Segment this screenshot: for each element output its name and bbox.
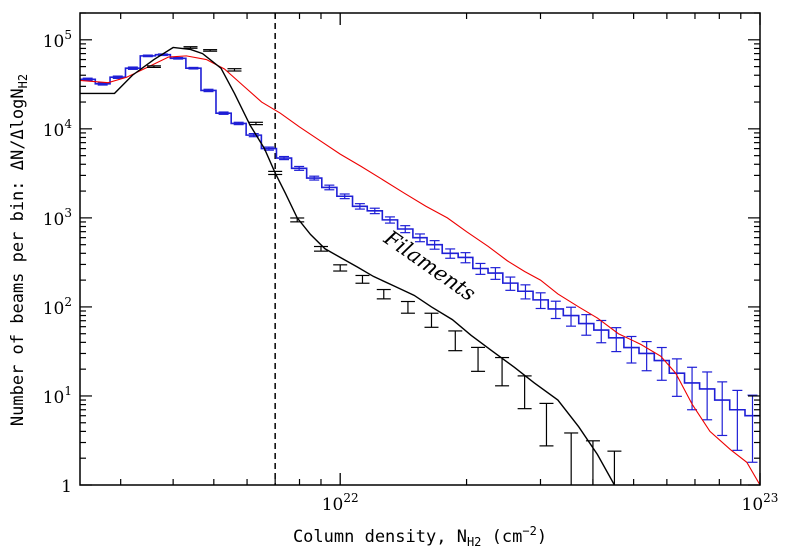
black-errorbar: [268, 170, 283, 176]
blue-errorbar: [445, 248, 456, 259]
black-errorbar: [400, 300, 415, 314]
blue-errorbar: [490, 267, 501, 280]
filaments-annotation: Filaments: [379, 225, 480, 306]
black-errorbar: [290, 217, 305, 223]
y-tick-label: 104: [43, 117, 73, 141]
blue-errorbar: [188, 66, 199, 70]
y-tick-label: 103: [43, 206, 72, 230]
black-errorbar: [313, 245, 328, 252]
x-axis-label-exponent: −2: [522, 524, 536, 538]
blue-errorbar: [369, 207, 380, 215]
blue-errorbar: [279, 155, 290, 161]
black-errorbar: [203, 49, 218, 52]
blue-errorbar: [656, 346, 667, 381]
y-tick-label: 101: [43, 384, 72, 408]
blue-errorbar: [429, 240, 440, 250]
blue-errorbar: [460, 252, 471, 264]
black-errorbar: [333, 264, 348, 272]
blue-errorbar: [717, 381, 728, 437]
black-errorbar: [424, 312, 439, 328]
black-errorbar: [585, 440, 600, 485]
blue-errorbar: [324, 184, 335, 191]
blue-errorbar: [641, 340, 652, 372]
black-errorbar: [376, 288, 391, 300]
y-tick-label: 102: [43, 295, 72, 319]
blue-errorbar: [671, 358, 682, 397]
blue-errorbar: [611, 327, 622, 353]
blue-errorbar: [354, 203, 365, 210]
black-errorbar: [471, 346, 486, 372]
black-errorbar: [146, 65, 161, 68]
blue-errorbar: [566, 306, 577, 327]
blue-errorbar: [475, 262, 486, 275]
y-axis-label: Number of beams per bin: ΔN/ΔlogNH2: [8, 74, 30, 426]
black-errorbar: [517, 375, 532, 410]
blue-errorbar: [732, 389, 743, 451]
black-errorbar: [564, 432, 579, 485]
blue-errorbar: [702, 371, 713, 421]
blue-errorbar: [339, 193, 350, 200]
black-errorbar: [539, 402, 554, 447]
black-errorbar: [227, 68, 242, 72]
blue-errorbar: [747, 394, 758, 463]
y-tick-label: 105: [43, 28, 72, 52]
y-tick-label: 1: [61, 477, 72, 497]
blue-errorbar: [309, 175, 320, 181]
blue-errorbar: [581, 314, 592, 336]
black-errorbar: [248, 121, 263, 126]
blue-errorbar: [520, 284, 531, 300]
blue-errorbar: [414, 233, 425, 243]
x-axis-label: Column density, NH2 (cm−2): [293, 524, 547, 549]
plot-area: Filaments: [80, 13, 760, 485]
plot-frame: [79, 12, 761, 486]
black-errorbar: [607, 450, 622, 485]
x-tick-label: 1023: [742, 491, 779, 515]
series-red-curve: [80, 55, 760, 485]
black-errorbar: [355, 274, 370, 284]
blue-errorbar: [218, 111, 229, 115]
x-tick-label: 1022: [322, 491, 359, 515]
blue-errorbar: [400, 225, 411, 234]
axis-ticks: 1022 1023 1 101 102 103 104 105: [43, 12, 779, 515]
blue-errorbar: [384, 216, 395, 224]
series-black-curve: [80, 46, 616, 485]
x-axis-label-subscript: H2: [467, 535, 481, 549]
blue-errorbar: [505, 276, 516, 291]
blue-errorbar: [535, 292, 546, 310]
black-errorbar: [495, 356, 510, 387]
y-axis-label-subscript: H2: [16, 74, 30, 88]
black-errorbar: [448, 330, 463, 352]
blue-errorbar: [550, 300, 561, 320]
blue-errorbar: [173, 56, 184, 60]
blue-errorbar: [294, 165, 305, 171]
blue-errorbar: [127, 66, 138, 70]
blue-errorbar: [626, 335, 637, 364]
black-errorbar: [183, 46, 198, 49]
blue-errorbar: [203, 88, 214, 93]
blue-errorbar: [142, 54, 153, 58]
blue-errorbar: [233, 121, 244, 126]
